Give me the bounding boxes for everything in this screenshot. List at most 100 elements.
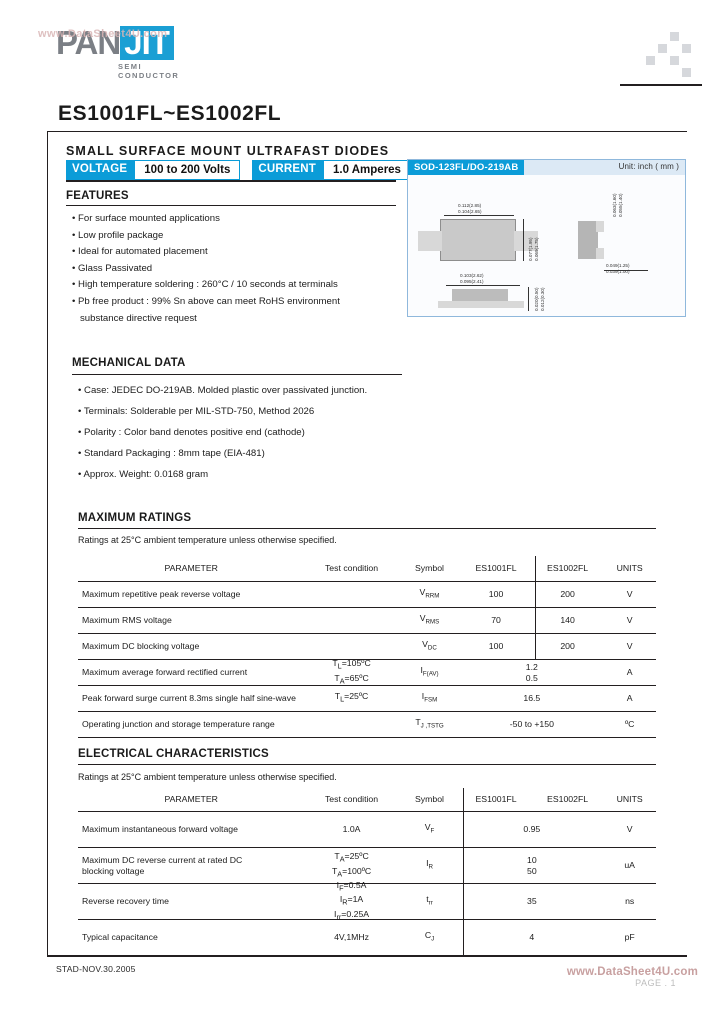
table-row: Reverse recovery time IF=0.5A IR=1A Irr=0.2… xyxy=(78,880,656,921)
dim-bottom-pad: 0.020(0.50) 0.012(0.30) xyxy=(534,287,545,312)
electrical-characteristics-title: ELECTRICAL CHARACTERISTICS xyxy=(78,748,269,760)
package-drawing-box: 0.112(2.85) 0.104(2.65) 0.077(1.95) 0.069(… xyxy=(407,175,686,317)
cell-value-es1001fl: 70 xyxy=(491,615,501,625)
cell-value-es1002fl: 200 xyxy=(560,589,575,599)
cell-test-condition: 4V,1MHz xyxy=(334,932,370,943)
logo-pan-text: PAN xyxy=(56,24,121,61)
column-header: UNITS xyxy=(616,563,643,573)
cell-units: A xyxy=(626,667,633,677)
decorative-squares xyxy=(640,30,698,77)
dim-side-view-height: 0.063(1.60) 0.055(1.40) xyxy=(612,193,623,218)
list-item: • Polarity : Color band denotes positive… xyxy=(78,427,305,438)
package-name-badge: SOD-123FL/DO-219AB xyxy=(408,160,525,176)
cell-units: V xyxy=(626,824,633,834)
dim-line-top-v xyxy=(523,219,524,261)
column-header: Symbol xyxy=(415,563,444,573)
cell-value-es1001fl: 100 xyxy=(488,589,504,599)
header-rule xyxy=(66,180,396,182)
cell-symbol: IFSM xyxy=(421,691,438,704)
cell-value-es1002fl: 140 xyxy=(560,615,575,625)
watermark-top: www.DataSheet4U.com xyxy=(38,28,168,40)
cell-parameter: Maximum DC reverse current at rated DC bl… xyxy=(82,855,243,876)
features-list: • For surface mounted applications • Low … xyxy=(72,211,402,327)
package-side-view-body xyxy=(578,221,598,259)
cell-parameter: Maximum RMS voltage xyxy=(82,615,172,626)
column-header: Test condition xyxy=(324,794,379,804)
cell-symbol: VRRM xyxy=(419,587,440,600)
list-item: • Terminals: Solderable per MIL-STD-750,… xyxy=(78,406,315,417)
features-rule xyxy=(66,205,396,207)
cell-units: ns xyxy=(625,896,635,906)
cell-parameter: Maximum repetitive peak reverse voltage xyxy=(82,589,241,600)
electrical-characteristics-note: Ratings at 25°C ambient temperature unle… xyxy=(78,772,337,782)
list-item: • Standard Packaging : 8mm tape (EIA-481… xyxy=(78,448,265,459)
cell-units: A xyxy=(626,693,633,703)
dim-bottom-view-width: 0.103(2.62) 0.095(2.41) xyxy=(460,273,484,284)
logo-subtitle-semi: SEMI xyxy=(118,62,142,71)
voltage-badge-label: VOLTAGE xyxy=(66,160,135,180)
spec-badges: VOLTAGE 100 to 200 Volts CURRENT 1.0 Amp… xyxy=(66,160,411,180)
table-column-divider xyxy=(535,556,537,660)
mechanical-list: • Case: JEDEC DO-219AB. Molded plastic o… xyxy=(78,380,408,485)
list-item: • High temperature soldering : 260°C / 1… xyxy=(72,279,338,291)
cell-units: uA xyxy=(624,860,635,870)
cell-units: V xyxy=(626,641,633,651)
cell-parameter: Maximum DC blocking voltage xyxy=(82,641,200,652)
logo-subtitle-conductor: CONDUCTOR xyxy=(118,71,180,80)
features-title: FEATURES xyxy=(66,190,129,202)
cell-symbol: IR xyxy=(426,858,433,871)
cell-value-span: 35 xyxy=(526,896,537,907)
footer-date-code: STAD-NOV.30.2005 xyxy=(56,964,136,974)
column-header: ES1002FL xyxy=(547,563,589,573)
dim-line-bottom-v xyxy=(528,287,529,311)
table-section-divider xyxy=(463,788,465,956)
dim-side-view-width: 0.049(1.25) 0.039(1.00) xyxy=(606,263,630,274)
cell-test-condition: TA=25ºC TA=100ºC xyxy=(331,851,372,879)
dim-line-side-h xyxy=(604,270,648,271)
list-item: • Approx. Weight: 0.0168 gram xyxy=(78,469,209,480)
page-title: ES1001FL~ES1002FL xyxy=(58,102,282,125)
table-row: Maximum DC blocking voltage VDC 100 200 V xyxy=(78,634,656,660)
page-number-watermark: PAGE . 1 xyxy=(635,978,676,988)
cell-test-condition: 1.0A xyxy=(342,824,361,835)
package-side-view-pad-bottom xyxy=(596,248,604,259)
dim-top-view-width: 0.112(2.85) 0.104(2.65) xyxy=(458,203,482,214)
table-row: Maximum RMS voltage VRMS 70 140 V xyxy=(78,608,656,634)
dim-line-bottom-h xyxy=(446,285,520,286)
package-side-view-pad-top xyxy=(596,221,604,232)
cell-value-span: 4 xyxy=(529,932,535,943)
content-frame xyxy=(47,131,687,955)
cell-value-es1002fl: 200 xyxy=(560,641,575,651)
cell-test-condition: IF=0.5A IR=1A Irr=0.25A xyxy=(334,880,370,922)
list-item: • Pb free product : 99% Sn above can mee… xyxy=(72,295,340,307)
column-header: ES1001FL xyxy=(475,563,517,573)
package-unit-note: Unit: inch ( mm ) xyxy=(618,162,679,171)
table-row: Typical capacitance 4V,1MHz CJ 4 pF xyxy=(78,920,656,956)
dim-line-top-h xyxy=(444,215,514,216)
table-row: Maximum average forward rectified curren… xyxy=(78,658,656,686)
electrical-characteristics-table: PARAMETER Test condition Symbol ES1001FL ES1… xyxy=(78,788,656,956)
cell-test-condition: TL=105ºC TA=65ºC xyxy=(332,658,371,686)
cell-symbol: VDC xyxy=(422,639,437,652)
cell-test-condition: TL=25ºC xyxy=(334,691,369,705)
cell-value-span: 0.95 xyxy=(523,824,541,835)
column-header: ES1002FL xyxy=(547,794,589,804)
table-header-row: PARAMETER Test condition Symbol ES1001FL ES1… xyxy=(78,788,656,812)
cell-symbol: CJ xyxy=(424,930,435,943)
cell-value-span: 10 50 xyxy=(526,855,537,876)
dim-top-view-height: 0.077(1.95) 0.069(1.75) xyxy=(528,237,539,262)
logo-wordmark: PAN JIT xyxy=(56,26,179,60)
list-item: substance directive request xyxy=(80,312,197,324)
table-header-row: PARAMETER Test condition Symbol ES1001FL ES1… xyxy=(78,556,656,582)
column-header: ES1001FL xyxy=(475,794,517,804)
maximum-ratings-title: MAXIMUM RATINGS xyxy=(78,512,192,524)
column-header: Test condition xyxy=(324,563,379,573)
cell-value-span: 16.5 xyxy=(523,693,541,704)
watermark-bottom: www.DataSheet4U.com xyxy=(566,966,698,978)
cell-parameter: Reverse recovery time xyxy=(82,896,169,907)
cell-value-span: -50 to +150 xyxy=(509,719,554,730)
cell-parameter: Peak forward surge current 8.3ms single … xyxy=(82,693,296,704)
cell-units: pF xyxy=(624,932,635,942)
column-header: PARAMETER xyxy=(164,794,218,804)
